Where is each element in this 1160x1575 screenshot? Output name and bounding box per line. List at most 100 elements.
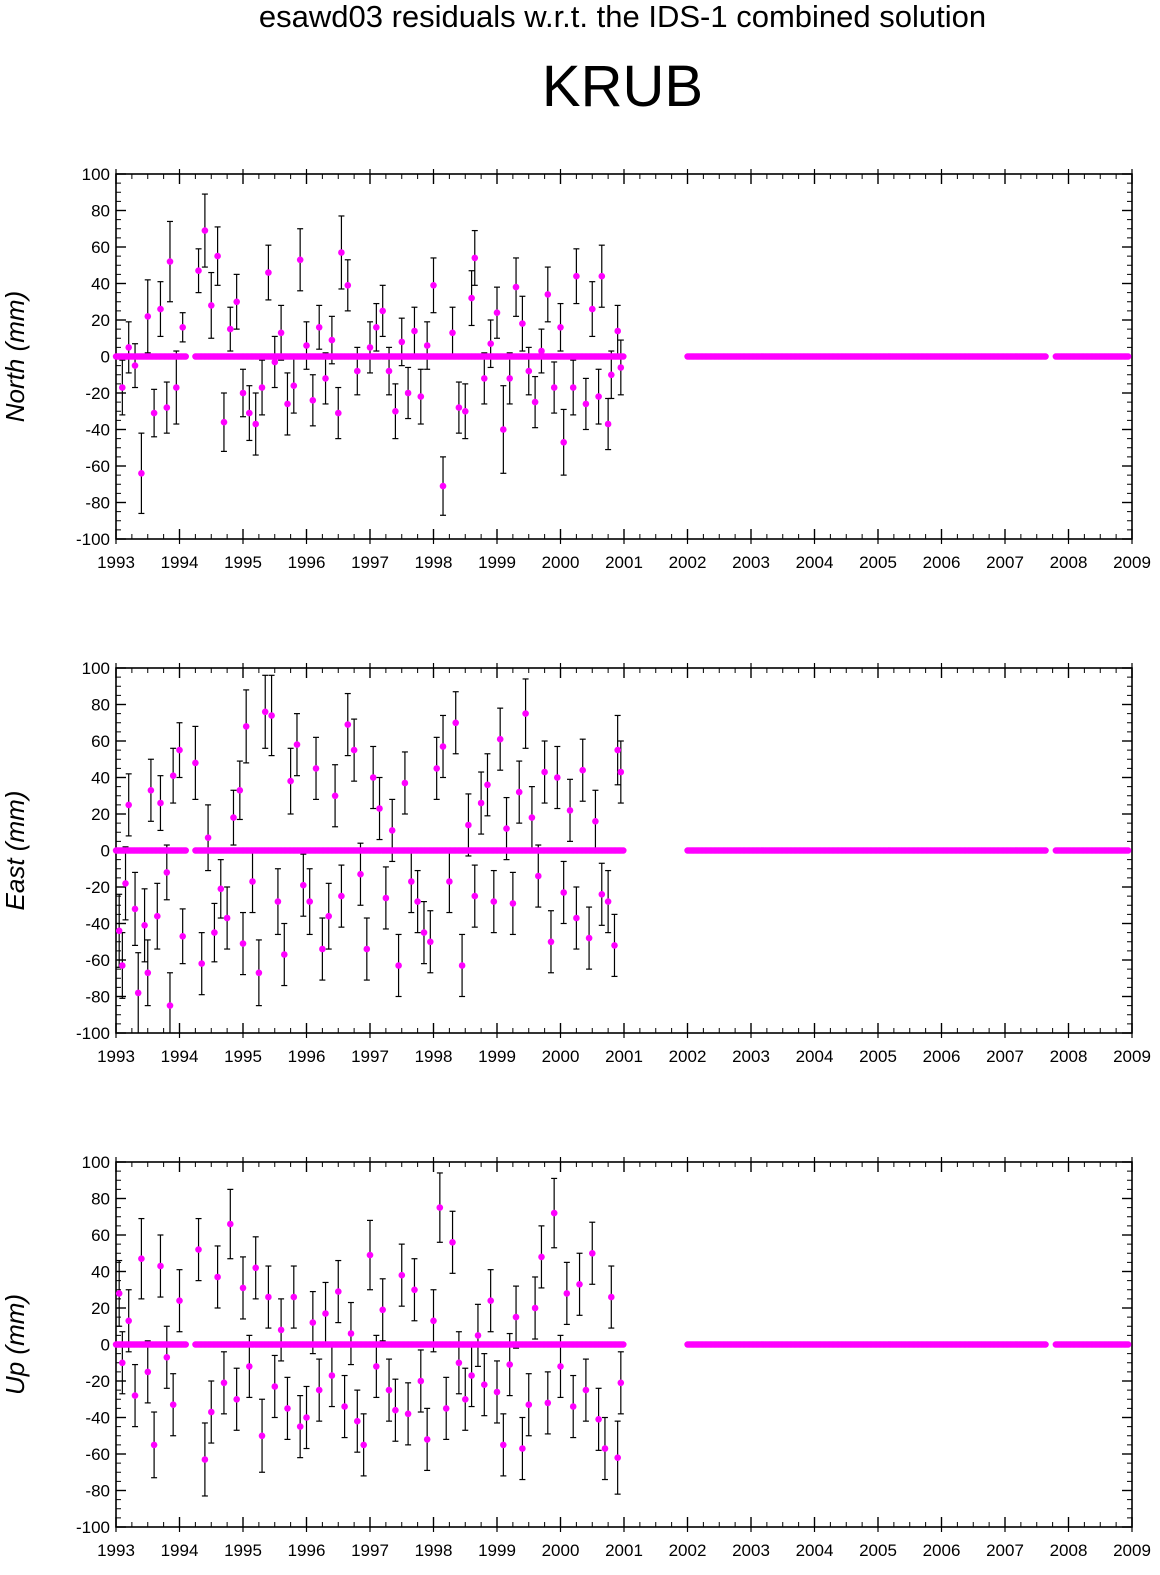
up-data-point [201, 1456, 209, 1463]
north-data-point [573, 272, 580, 280]
up-data-point [398, 1271, 406, 1279]
east-data-point [249, 878, 256, 885]
east-data-point [458, 962, 466, 969]
up-data-point [227, 1220, 234, 1228]
up-data-point [131, 1392, 139, 1399]
east-x-tick-label: 1993 [97, 1047, 135, 1066]
north-data-point [335, 409, 342, 417]
east-x-tick-label: 2009 [1113, 1047, 1151, 1066]
north-zero-point [620, 353, 627, 360]
up-y-tick-label: 100 [82, 1153, 110, 1172]
up-y-tick-label: 40 [91, 1263, 110, 1282]
north-data-point [481, 375, 488, 382]
up-data-point [614, 1454, 621, 1461]
east-y-tick-label: 20 [91, 805, 110, 824]
up-data-point [589, 1250, 596, 1257]
up-y-tick-label: 60 [91, 1226, 110, 1245]
east-x-tick-label: 1997 [351, 1047, 389, 1066]
east-x-tick-label: 1998 [415, 1047, 453, 1066]
up-data-point [449, 1239, 456, 1246]
up-y-tick-label: -100 [76, 1518, 110, 1537]
east-data-point [179, 933, 186, 940]
east-data-point [236, 787, 244, 794]
east-data-point [573, 914, 580, 922]
up-data-point [296, 1423, 304, 1430]
north-data-point [538, 347, 545, 355]
up-y-tick-label: -40 [85, 1409, 110, 1428]
east-data-point [433, 765, 441, 772]
east-data-point [255, 969, 263, 977]
east-data-point [293, 741, 301, 748]
north-data-point [493, 309, 501, 317]
east-x-tick-label: 2006 [923, 1047, 961, 1066]
north-data-point [315, 324, 323, 331]
up-data-point [360, 1441, 368, 1449]
up-data-point [271, 1383, 279, 1390]
north-y-tick-label: 40 [91, 275, 110, 294]
north-data-point [163, 404, 171, 411]
north-y-tick-label: -60 [85, 457, 110, 476]
up-data-point [544, 1399, 552, 1407]
north-data-point [506, 375, 513, 382]
east-y-tick-label: 100 [82, 659, 110, 678]
north-data-point [560, 439, 567, 446]
north-data-point [277, 329, 285, 337]
up-data-point [284, 1405, 291, 1412]
north-y-tick-label: -40 [85, 421, 110, 440]
north-data-point [379, 307, 387, 315]
north-data-point [201, 227, 209, 234]
up-x-tick-label: 2003 [732, 1541, 770, 1560]
north-y-tick-label: 0 [101, 348, 110, 367]
up-data-point [531, 1304, 539, 1312]
east-data-point [312, 765, 320, 772]
north-data-point [455, 404, 463, 411]
north-y-tick-label: -100 [76, 530, 110, 549]
north-y-tick-label: 100 [82, 165, 110, 184]
up-x-tick-label: 2007 [986, 1541, 1024, 1560]
up-x-tick-label: 2000 [542, 1541, 580, 1560]
north-data-point [220, 418, 228, 426]
north-data-point [303, 342, 310, 349]
up-data-point [500, 1441, 507, 1449]
east-data-point [157, 799, 164, 807]
up-data-point [214, 1273, 221, 1281]
east-data-point [119, 962, 126, 969]
east-data-point [420, 929, 428, 936]
east-data-point [408, 878, 415, 885]
north-x-tick-label: 2007 [986, 553, 1024, 572]
east-x-tick-label: 2001 [605, 1047, 643, 1066]
up-data-point [303, 1414, 310, 1421]
up-data-point [525, 1401, 533, 1408]
panel-up: 1993 1994 1995 1996 1997 1998 1999 2000 2001 2002… [0, 1153, 1151, 1560]
north-data-point [119, 384, 126, 391]
up-data-point [563, 1290, 571, 1297]
east-data-point [176, 746, 183, 754]
east-x-tick-label: 1995 [224, 1047, 262, 1066]
east-y-tick-label: 0 [101, 842, 110, 861]
up-data-point [163, 1354, 171, 1361]
up-x-tick-label: 1998 [415, 1541, 453, 1560]
up-data-point [493, 1388, 501, 1396]
panel-east: 1993 1994 1995 1996 1997 1998 1999 2000 2001 2002… [0, 659, 1151, 1066]
east-data-point [274, 898, 282, 905]
up-y-tick-label: -20 [85, 1372, 110, 1391]
up-data-point [538, 1253, 545, 1261]
north-data-point [423, 342, 431, 349]
north-data-point [214, 252, 221, 260]
up-data-point [404, 1410, 412, 1418]
north-data-point [617, 364, 625, 371]
east-data-point [198, 960, 205, 967]
east-data-point [614, 746, 621, 754]
north-x-tick-label: 2005 [859, 553, 897, 572]
east-data-point [230, 814, 237, 821]
east-data-point [446, 878, 453, 885]
east-data-point [535, 872, 542, 880]
north-data-point [411, 327, 418, 335]
east-x-tick-label: 2007 [986, 1047, 1024, 1066]
east-data-point [331, 792, 339, 800]
east-data-point [147, 787, 155, 794]
north-data-point [557, 324, 564, 331]
up-data-point [119, 1359, 126, 1367]
north-data-point [125, 344, 132, 351]
east-data-point [604, 898, 612, 905]
